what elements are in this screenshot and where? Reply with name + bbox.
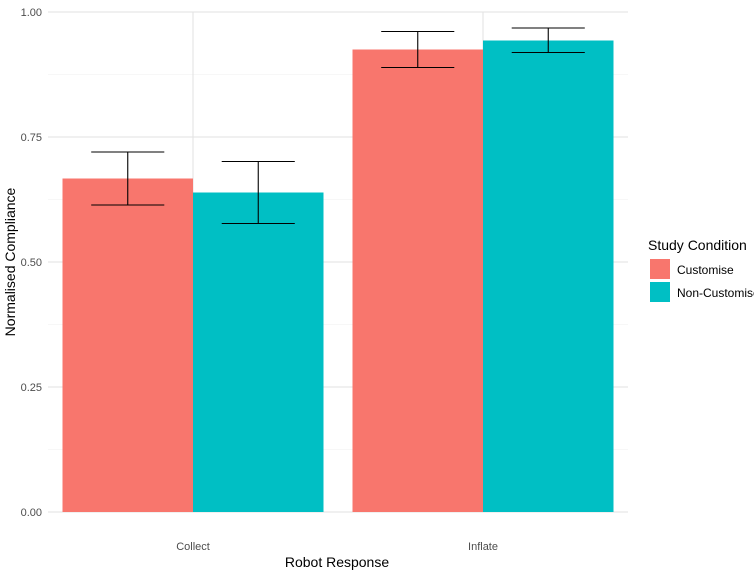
- legend-label: Non-Customise: [677, 286, 754, 300]
- error-bars: [91, 27, 585, 225]
- legend: Study Condition Customise Non-Customise: [648, 237, 754, 302]
- legend-swatch: [650, 282, 670, 302]
- bar-collect-customise: [62, 178, 193, 512]
- x-tick-labels: Collect Inflate: [176, 541, 498, 553]
- error-bar-collect-customise: [91, 151, 165, 206]
- x-tick-label: Inflate: [468, 541, 498, 553]
- error-bar-inflate-customise: [381, 30, 455, 69]
- error-bar-inflate-non-customise: [511, 27, 585, 54]
- y-axis-title: Normalised Compliance: [2, 187, 18, 336]
- y-tick-label: 0.50: [21, 257, 42, 269]
- bar-collect-non-customise: [193, 192, 324, 512]
- legend-swatch: [650, 259, 670, 279]
- x-tick-label: Collect: [176, 541, 210, 553]
- y-tick-labels: 0.00 0.25 0.50 0.75 1.00: [21, 7, 42, 519]
- y-tick-label: 0.75: [21, 132, 42, 144]
- bar-inflate-non-customise: [483, 40, 614, 512]
- legend-item-non-customise: Non-Customise: [650, 282, 754, 302]
- legend-item-customise: Customise: [650, 259, 734, 279]
- x-axis-title: Robot Response: [285, 554, 390, 570]
- bar-inflate-customise: [352, 49, 483, 512]
- y-tick-label: 0.00: [21, 507, 42, 519]
- bars: [62, 40, 614, 512]
- y-tick-label: 1.00: [21, 7, 42, 19]
- legend-title: Study Condition: [648, 237, 747, 253]
- legend-label: Customise: [677, 263, 734, 277]
- error-bar-collect-non-customise: [221, 160, 295, 225]
- y-tick-label: 0.25: [21, 382, 42, 394]
